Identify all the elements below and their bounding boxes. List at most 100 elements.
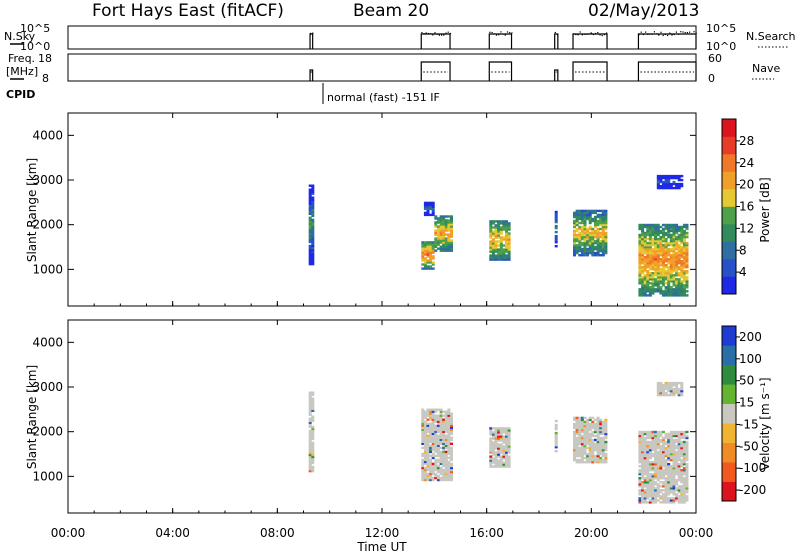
power-echo-cell: [497, 244, 501, 247]
velocity-echo-cell: [494, 461, 498, 464]
power-echo-cell: [421, 249, 425, 252]
velocity-echo-cell: [450, 448, 453, 452]
velocity-echo-cell: [656, 473, 660, 476]
power-echo-cell: [667, 262, 671, 265]
velocity-echo-cell: [594, 428, 597, 432]
power-echo-cell: [641, 251, 645, 255]
velocity-echo-cell: [677, 432, 681, 436]
power-echo-cell: [580, 235, 584, 239]
velocity-echo-cell: [499, 463, 503, 466]
velocity-echo-cell: [682, 477, 686, 480]
power-echo-cell: [646, 254, 650, 257]
velocity-echo-cell: [497, 451, 501, 454]
power-echo-cell: [601, 231, 605, 235]
velocity-echo-cell: [497, 427, 501, 430]
power-echo-cell: [573, 223, 576, 227]
velocity-echo-cell: [311, 429, 315, 433]
velocity-echo-cell: [651, 469, 655, 472]
power-echo-cell: [450, 221, 453, 224]
velocity-echo-cell: [588, 442, 592, 446]
power-echo-cell: [680, 251, 684, 255]
velocity-echo-cell: [311, 453, 315, 457]
freq-trace: [488, 61, 513, 81]
velocity-echo-cell: [583, 442, 587, 446]
velocity-echo-cell: [580, 440, 584, 444]
power-echo-cell: [654, 254, 658, 257]
power-echo-cell: [583, 227, 587, 231]
velocity-echo-cell: [505, 439, 508, 442]
velocity-echo-cell: [672, 467, 676, 470]
velocity-echo-cell: [659, 389, 663, 393]
velocity-echo-cell: [447, 426, 451, 429]
velocity-echo-cell: [583, 436, 587, 440]
power-echo-cell: [667, 180, 671, 184]
power-echo-cell: [586, 243, 590, 247]
power-echo-cell: [659, 251, 663, 255]
power-echo-cell: [675, 231, 679, 235]
velocity-echo-cell: [667, 501, 671, 504]
velocity-echo-cell: [685, 436, 689, 440]
power-echo-cell: [594, 221, 597, 225]
velocity-echo-cell: [429, 464, 433, 468]
velocity-echo-cell: [601, 440, 605, 444]
velocity-echo-cell: [664, 452, 668, 456]
velocity-echo-cell: [664, 458, 668, 462]
power-echo-cell: [685, 294, 689, 297]
power-echo-cell: [677, 268, 681, 271]
velocity-echo-cell: [426, 458, 430, 462]
velocity-echo-cell: [311, 431, 315, 435]
velocity-echo-cell: [591, 422, 595, 426]
power-echo-cell: [436, 231, 440, 234]
velocity-echo-cell: [421, 420, 425, 423]
power-echo-cell: [675, 186, 679, 190]
velocity-echo-cell: [672, 438, 676, 442]
velocity-echo-cell: [429, 458, 433, 462]
velocity-echo-cell: [651, 463, 655, 466]
power-echo-cell: [672, 186, 676, 190]
power-echo-cell: [429, 261, 433, 264]
power-echo-cell: [646, 290, 650, 293]
nsky-panel-frame: [67, 25, 697, 50]
velocity-echo-cell: [659, 458, 663, 462]
velocity-echo-cell: [491, 437, 495, 440]
velocity-echo-cell: [643, 465, 647, 468]
velocity-echo-cell: [491, 427, 495, 430]
power-echo-cell: [423, 241, 427, 244]
power-echo-cell: [672, 288, 676, 291]
velocity-echo-cell: [494, 431, 498, 434]
velocity-echo-cell: [494, 439, 498, 442]
power-echo-cell: [596, 235, 600, 239]
velocity-echo-cell: [682, 493, 686, 496]
power-echo-cell: [601, 247, 605, 251]
power-echo-cell: [677, 227, 681, 231]
velocity-echo-cell: [573, 416, 576, 420]
power-echo-cell: [646, 223, 650, 227]
velocity-echo-cell: [648, 485, 652, 488]
velocity-echo-cell: [667, 442, 671, 446]
power-echo-cell: [502, 238, 506, 241]
velocity-echo-cell: [664, 495, 668, 498]
velocity-echo-cell: [429, 430, 433, 433]
velocity-echo-cell: [502, 447, 506, 450]
power-echo-cell: [442, 233, 446, 236]
velocity-echo-cell: [682, 463, 686, 466]
power-echo-cell: [583, 251, 587, 255]
velocity-echo-cell: [596, 446, 600, 450]
power-echo-cell: [601, 225, 605, 229]
power-echo-cell: [664, 245, 668, 249]
power-echo-cell: [659, 229, 663, 233]
velocity-echo-cell: [434, 454, 438, 458]
power-echo-cell: [675, 266, 679, 269]
power-echo-cell: [604, 209, 608, 213]
velocity-echo-cell: [648, 481, 652, 484]
velocity-echo-cell: [442, 410, 446, 413]
nsearch-tick-bottom: 10^0: [706, 40, 736, 53]
velocity-echo-cell: [662, 493, 665, 496]
velocity-echo-cell: [601, 422, 605, 426]
velocity-echo-cell: [667, 452, 671, 456]
power-echo-cell: [578, 231, 582, 235]
velocity-echo-cell: [669, 436, 673, 440]
power-echo-cell: [578, 225, 582, 229]
velocity-echo-cell: [491, 433, 495, 436]
power-echo-cell: [436, 233, 440, 236]
